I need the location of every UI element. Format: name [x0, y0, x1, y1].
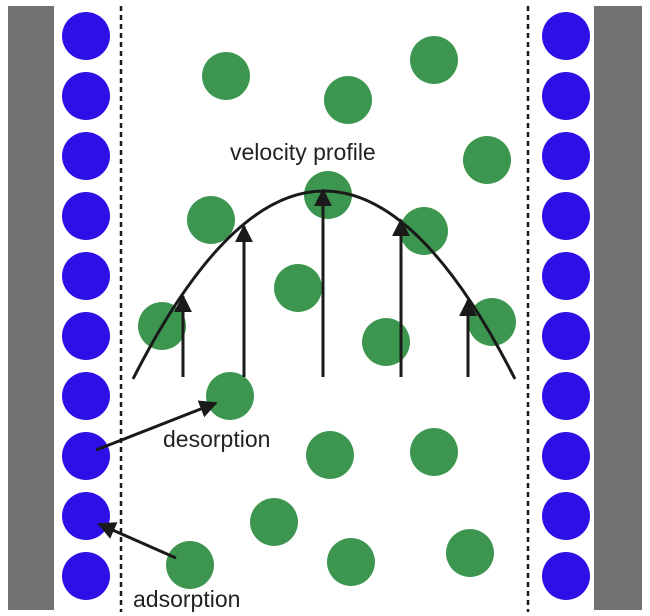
free-particle	[202, 52, 250, 100]
adsorbed-particle	[62, 72, 110, 120]
free-particle	[362, 318, 410, 366]
free-particle	[410, 36, 458, 84]
adsorbed-particle	[542, 552, 590, 600]
adsorption-arrow	[97, 522, 177, 560]
adsorbed-particle	[542, 72, 590, 120]
velocity-arrows	[174, 188, 477, 377]
adsorbed-particle	[62, 492, 110, 540]
adsorbed-particle	[62, 552, 110, 600]
velocity-profile-label: velocity profile	[230, 139, 376, 165]
free-particle	[400, 207, 448, 255]
adsorbed-particle	[542, 252, 590, 300]
free-particle	[463, 136, 511, 184]
adsorbed-particle	[62, 192, 110, 240]
desorption-arrow	[95, 400, 218, 452]
free-particle	[410, 428, 458, 476]
right-wall	[594, 6, 642, 610]
free-particle	[304, 171, 352, 219]
adsorbed-particle	[542, 192, 590, 240]
adsorbed-particle	[62, 12, 110, 60]
adsorbed-particle	[542, 312, 590, 360]
adsorbed-particle	[542, 492, 590, 540]
free-particles	[138, 36, 516, 589]
right-adsorbed-particles	[542, 12, 590, 600]
adsorbed-particle	[542, 432, 590, 480]
adsorbed-particle	[542, 132, 590, 180]
free-particle	[250, 498, 298, 546]
free-particle	[324, 76, 372, 124]
adsorbed-particle	[62, 252, 110, 300]
free-particle	[206, 372, 254, 420]
adsorbed-particle	[62, 432, 110, 480]
free-particle	[327, 538, 375, 586]
left-adsorbed-particles	[62, 12, 110, 600]
adsorbed-particle	[62, 372, 110, 420]
desorption-label: desorption	[163, 426, 270, 452]
adsorption-label: adsorption	[133, 586, 240, 612]
free-particle	[468, 298, 516, 346]
left-wall	[8, 6, 54, 610]
adsorbed-particle	[542, 12, 590, 60]
adsorbed-particle	[542, 372, 590, 420]
free-particle	[187, 196, 235, 244]
adsorbed-particle	[62, 132, 110, 180]
free-particle	[446, 529, 494, 577]
adsorbed-particle	[62, 312, 110, 360]
free-particle	[166, 541, 214, 589]
free-particle	[306, 431, 354, 479]
free-particle	[274, 264, 322, 312]
